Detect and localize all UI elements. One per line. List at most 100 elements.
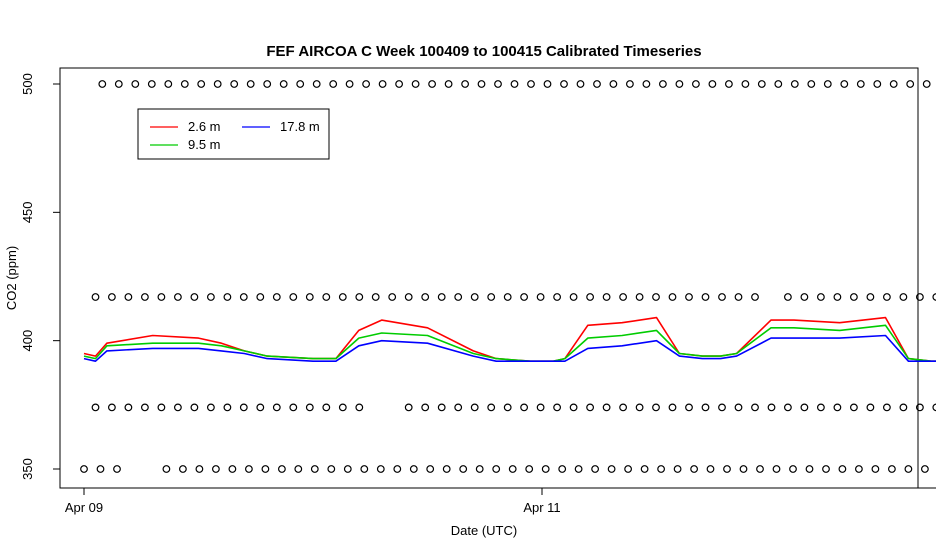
reference-marker [784, 293, 792, 301]
reference-marker [668, 403, 677, 412]
reference-marker [80, 465, 88, 473]
reference-marker [883, 293, 891, 301]
reference-marker [272, 403, 281, 412]
reference-marker [459, 465, 468, 473]
reference-marker [708, 80, 717, 88]
y-tick-label: 350 [20, 458, 35, 480]
reference-marker [640, 465, 649, 473]
reference-marker [195, 465, 204, 473]
reference-marker [388, 293, 397, 301]
reference-marker [701, 403, 710, 412]
reference-marker [91, 403, 100, 412]
reference-marker [393, 465, 402, 473]
reference-marker [701, 293, 710, 301]
reference-marker [807, 80, 816, 88]
reference-marker [343, 465, 352, 473]
reference-marker [706, 465, 715, 473]
reference-marker [899, 403, 908, 412]
reference-marker [256, 403, 265, 412]
reference-marker [889, 80, 898, 88]
reference-marker [244, 465, 253, 473]
reference-marker [871, 465, 880, 473]
reference-marker [211, 465, 220, 473]
reference-marker [922, 80, 931, 88]
reference-marker [329, 80, 338, 88]
reference-marker [131, 80, 140, 88]
reference-marker [569, 403, 578, 412]
reference-marker [520, 403, 528, 412]
reference-marker [817, 403, 825, 412]
reference-marker [635, 403, 644, 412]
reference-marker [503, 293, 512, 301]
reference-marker [527, 80, 535, 88]
legend: 2.6 m 9.5 m 17.8 m [137, 108, 330, 160]
chart-title: FEF AIRCOA C Week 100409 to 100415 Calib… [266, 43, 701, 60]
reference-marker [355, 403, 364, 412]
reference-marker [376, 465, 385, 473]
reference-marker [602, 403, 611, 412]
reference-marker [246, 80, 255, 88]
reference-marker [173, 293, 182, 301]
reference-marker [322, 293, 331, 301]
reference-marker [140, 403, 149, 412]
reference-marker [725, 80, 733, 88]
reference-marker [805, 465, 814, 473]
y-axis-label: CO2 (ppm) [4, 246, 19, 310]
reference-marker [734, 403, 743, 412]
reference-marker [906, 80, 915, 88]
reference-marker [520, 293, 528, 301]
reference-marker [734, 293, 743, 301]
reference-marker [470, 403, 479, 412]
reference-marker [239, 293, 248, 301]
reference-marker [560, 80, 568, 88]
reference-marker [442, 465, 451, 473]
reference-marker [866, 403, 875, 412]
reference-marker [223, 403, 232, 412]
reference-marker [263, 80, 272, 88]
series-line-17-8-m [83, 334, 936, 362]
reference-marker [362, 80, 371, 88]
reference-marker [659, 80, 667, 88]
reference-marker [327, 465, 336, 473]
reference-marker [888, 465, 896, 473]
reference-marker [113, 465, 121, 473]
reference-marker [279, 80, 288, 88]
legend-label: 2.6 m [188, 119, 221, 134]
reference-marker [569, 293, 578, 301]
reference-marker [426, 465, 435, 473]
reference-marker [838, 465, 847, 473]
reference-marker [475, 465, 484, 473]
reference-marker [673, 465, 682, 473]
reference-marker [310, 465, 319, 473]
reference-marker [586, 293, 594, 301]
reference-marker [685, 403, 693, 412]
reference-marker [586, 403, 594, 412]
reference-marker [338, 293, 347, 301]
reference-marker [916, 403, 924, 412]
reference-marker [652, 403, 660, 412]
reference-marker [751, 293, 759, 301]
reference-marker [932, 403, 936, 412]
reference-marker [772, 465, 781, 473]
reference-marker [899, 293, 908, 301]
y-tick-label: 500 [20, 73, 35, 95]
reference-marker [421, 403, 430, 412]
reference-marker [454, 403, 463, 412]
reference-marker [477, 80, 486, 88]
reference-marker [576, 80, 585, 88]
reference-markers [80, 80, 936, 473]
reference-marker [553, 293, 561, 301]
reference-marker [619, 293, 627, 301]
reference-marker [591, 465, 599, 473]
reference-marker [256, 293, 265, 301]
reference-marker [213, 80, 222, 88]
reference-marker [800, 293, 809, 301]
reference-marker [345, 80, 354, 88]
reference-marker [404, 403, 413, 412]
reference-marker [470, 293, 479, 301]
reference-marker [411, 80, 420, 88]
x-tick-label: Apr 09 [65, 500, 103, 515]
reference-marker [404, 293, 413, 301]
reference-marker [454, 293, 463, 301]
reference-marker [173, 403, 182, 412]
